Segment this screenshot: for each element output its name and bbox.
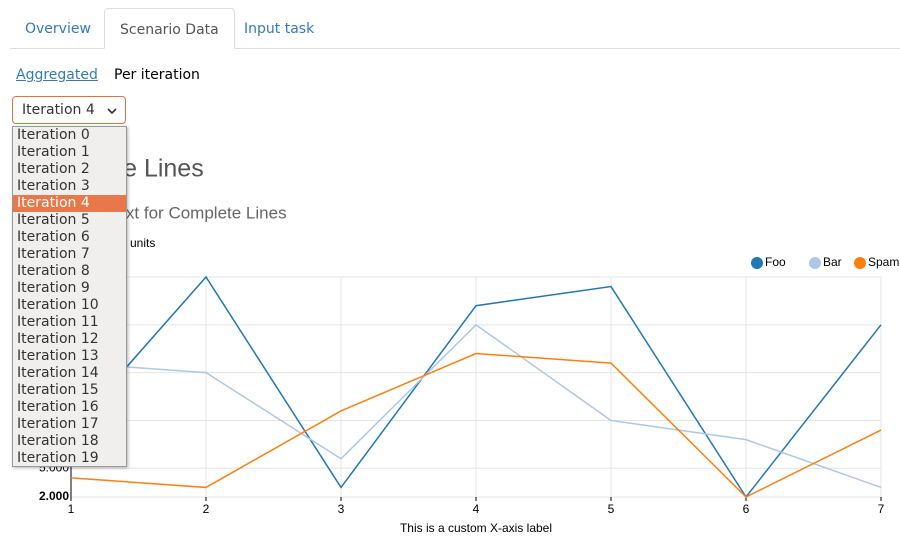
dropdown-option[interactable]: Iteration 8 xyxy=(17,263,90,279)
dropdown-option[interactable]: Iteration 0 xyxy=(17,127,90,143)
legend-marker xyxy=(751,257,763,269)
legend-label: Spam xyxy=(868,255,899,269)
dropdown-option[interactable]: Iteration 17 xyxy=(17,416,99,432)
tab-bar: Overview Scenario Data Input task xyxy=(10,8,900,49)
dropdown-option[interactable]: Iteration 6 xyxy=(17,229,90,245)
dropdown-option[interactable]: Iteration 7 xyxy=(17,246,90,262)
dropdown-list: Iteration 0 Iteration 1 Iteration 2 Iterati… xyxy=(12,126,127,467)
dropdown-option[interactable]: Iteration 18 xyxy=(17,433,99,449)
x-tick-label: 6 xyxy=(743,502,750,516)
x-tick-label: 3 xyxy=(338,502,345,516)
series-line xyxy=(70,352,882,498)
tab[interactable]: Overview xyxy=(25,21,91,37)
dropdown-option[interactable]: Iteration 14 xyxy=(17,365,99,381)
dropdown-option[interactable]: Iteration 15 xyxy=(17,382,99,398)
select-text: Iteration 4 xyxy=(22,102,95,118)
chevron xyxy=(107,108,117,115)
dropdown-option[interactable]: Iteration 9 xyxy=(17,280,90,296)
legend-label: Foo xyxy=(765,255,786,269)
x-tick-label: 1 xyxy=(68,502,75,516)
x-tick-label: 7 xyxy=(878,502,885,516)
y-axis-label: units xyxy=(130,236,155,250)
dropdown-option[interactable]: Iteration 1 xyxy=(17,144,90,160)
iteration-select[interactable]: Iteration 4 xyxy=(12,96,126,124)
y-tick-label: 2.000 xyxy=(39,489,69,503)
dropdown-option[interactable]: Iteration 19 xyxy=(17,450,99,466)
dropdown-option[interactable]: Iteration 16 xyxy=(17,399,99,415)
x-axis-label: This is a custom X-axis label xyxy=(400,521,552,535)
x-tick-label: 4 xyxy=(473,502,480,516)
dropdown-option[interactable]: Iteration 10 xyxy=(17,297,99,313)
dropdown-option[interactable]: Iteration 11 xyxy=(17,314,99,330)
dropdown-option[interactable]: Iteration 12 xyxy=(17,331,99,347)
series-line xyxy=(70,323,882,489)
dropdown-option[interactable]: Iteration 3 xyxy=(17,178,90,194)
legend-label: Bar xyxy=(823,255,842,269)
subtab[interactable]: Aggregated xyxy=(16,67,98,83)
subtab[interactable]: Per iteration xyxy=(114,67,200,83)
dropdown-option[interactable]: Iteration 13 xyxy=(17,348,99,364)
x-tick-label: 2 xyxy=(203,502,210,516)
dropdown-option[interactable]: Iteration 2 xyxy=(17,161,90,177)
x-tick-label: 5 xyxy=(608,502,615,516)
legend-marker xyxy=(809,257,821,269)
dropdown-option[interactable]: Iteration 5 xyxy=(17,212,90,228)
tab[interactable]: Input task xyxy=(244,21,315,37)
dropdown-option[interactable]: Iteration 4 xyxy=(13,195,126,212)
tab[interactable]: Scenario Data xyxy=(104,8,235,49)
legend-marker xyxy=(854,257,866,269)
